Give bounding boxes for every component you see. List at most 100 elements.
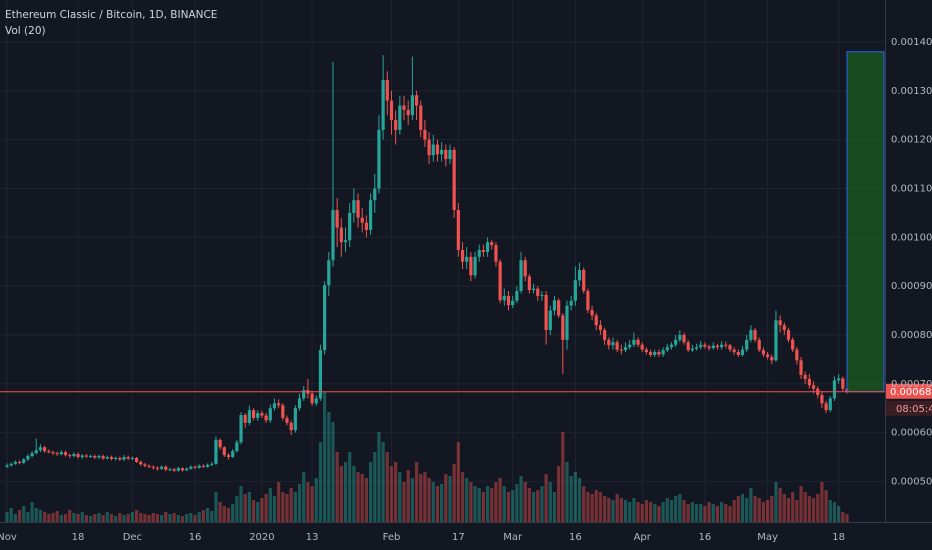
- candle-body: [473, 256, 477, 276]
- candle-body: [406, 109, 410, 116]
- candle-body: [226, 455, 231, 458]
- volume-bar: [80, 512, 84, 522]
- volume-bar: [523, 482, 527, 522]
- candle-body: [841, 378, 845, 389]
- volume-bar: [277, 482, 281, 522]
- x-tick-label: 16: [569, 532, 582, 543]
- volume-bar: [93, 514, 97, 522]
- candle-body: [201, 465, 206, 467]
- candle-body: [732, 349, 736, 353]
- volume-bar: [623, 500, 628, 522]
- candle-body: [47, 451, 51, 453]
- volume-bar: [699, 504, 703, 522]
- candle-body: [394, 120, 398, 130]
- candle-body: [707, 346, 711, 349]
- candle-body: [289, 422, 293, 431]
- candle-body: [502, 295, 506, 301]
- volume-bar: [720, 502, 724, 522]
- volume-bar: [615, 494, 619, 522]
- volume-bar: [590, 494, 594, 522]
- candle-body: [686, 342, 690, 351]
- volume-bar: [481, 492, 486, 522]
- candle-body: [214, 439, 218, 464]
- volume-bar: [778, 488, 782, 522]
- candle-body: [669, 344, 674, 348]
- candle-body: [448, 149, 452, 160]
- volume-bar: [218, 502, 222, 522]
- candle-body: [644, 349, 649, 353]
- candle-body: [485, 242, 490, 252]
- candle-body: [172, 469, 176, 471]
- volume-bar: [473, 486, 477, 522]
- x-tick-label: Dec: [123, 532, 142, 543]
- candle-body: [715, 345, 720, 348]
- candle-body: [636, 339, 640, 345]
- candle-body: [185, 468, 189, 471]
- volume-bar: [43, 512, 47, 522]
- candle-body: [657, 352, 661, 355]
- volume-bar: [13, 514, 17, 522]
- volume-bar: [506, 492, 511, 522]
- volume-bar: [364, 478, 369, 522]
- candle-body: [494, 245, 498, 262]
- candle-body: [373, 188, 377, 201]
- candle-body: [807, 378, 811, 386]
- volume-bar: [68, 510, 72, 522]
- volume-bar: [653, 504, 657, 522]
- volume-bar: [577, 478, 582, 522]
- candle-body: [820, 395, 824, 404]
- volume-bar: [143, 514, 147, 522]
- x-tick-label: Feb: [383, 532, 401, 543]
- volume-bar: [456, 442, 460, 522]
- volume-bar: [134, 510, 139, 522]
- candle-body: [143, 464, 147, 466]
- volume-bar: [47, 514, 51, 522]
- candle-body: [628, 344, 632, 348]
- candle-body: [134, 457, 139, 462]
- volume-bar: [147, 515, 151, 522]
- volume-bar: [394, 462, 398, 522]
- volume-bar: [632, 498, 636, 522]
- candle-body: [573, 280, 577, 301]
- volume-bar: [573, 472, 577, 522]
- volume-bar: [661, 502, 665, 522]
- candle-body: [548, 310, 552, 331]
- candle-body: [293, 408, 297, 431]
- candle-body: [314, 398, 318, 404]
- candle-body: [774, 320, 778, 361]
- volume-bar: [603, 496, 607, 522]
- volume-bar: [423, 472, 427, 522]
- volume-bar: [837, 506, 841, 522]
- volume-bar: [594, 490, 598, 522]
- candle-body: [803, 374, 807, 379]
- candle-body: [460, 249, 465, 262]
- long-position-target: [846, 51, 885, 393]
- candle-body: [72, 454, 76, 457]
- volume-bar: [816, 494, 820, 522]
- volume-bar: [389, 466, 394, 522]
- volume-bar: [824, 490, 828, 522]
- volume-bar: [343, 462, 348, 522]
- volume-bar: [59, 515, 63, 522]
- candle-body: [205, 464, 210, 467]
- candle-body: [335, 209, 339, 228]
- candle-body: [665, 347, 669, 351]
- volume-bar: [749, 488, 753, 522]
- candle-body: [782, 325, 786, 331]
- candle-body: [189, 466, 193, 469]
- candle-body: [310, 393, 314, 404]
- candle-body: [126, 457, 130, 459]
- candle-body: [247, 410, 251, 423]
- candle-body: [527, 276, 531, 291]
- volume-bar: [172, 513, 176, 522]
- volume-bar: [9, 508, 13, 522]
- volume-bar: [235, 496, 239, 522]
- volume-bar: [331, 422, 335, 522]
- x-tick-label: 2020: [249, 532, 274, 543]
- candle-body: [740, 349, 745, 355]
- volume-bar: [222, 506, 226, 522]
- volume-bar: [410, 478, 414, 522]
- candle-body: [594, 315, 598, 326]
